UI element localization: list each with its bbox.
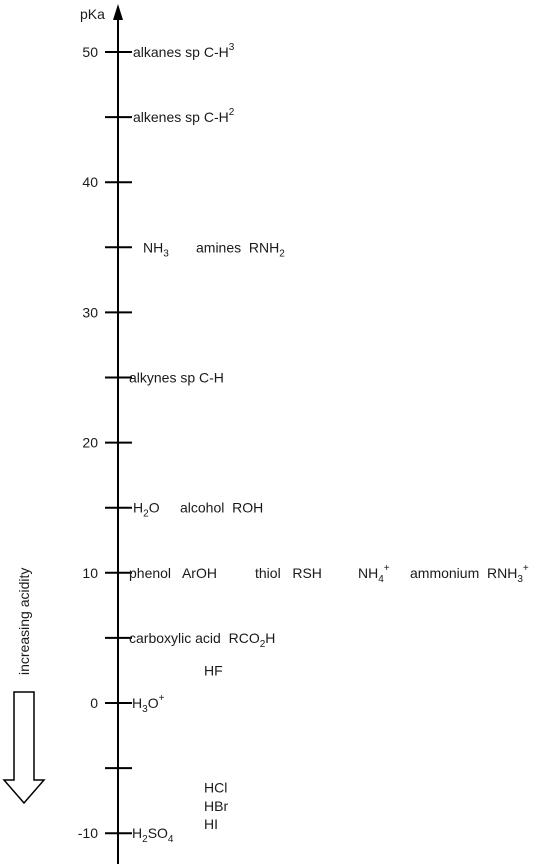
label-nh3: NH3 bbox=[143, 239, 169, 259]
axis-ticks: 50 40 30 20 10 0 -10 bbox=[78, 44, 132, 841]
label-alcohol: alcohol ROH bbox=[180, 500, 263, 516]
tick-label: 0 bbox=[90, 695, 98, 711]
label-ammonium: ammonium RNH3+ bbox=[410, 563, 529, 585]
tick-label: 30 bbox=[82, 304, 98, 320]
label-amines: amines RNH2 bbox=[196, 239, 285, 259]
label-phenol: phenol ArOH bbox=[129, 565, 217, 581]
tick-label: 40 bbox=[82, 174, 98, 190]
pka-axis-title: pKa bbox=[80, 6, 105, 22]
increasing-acidity-caption: increasing acidity bbox=[16, 568, 32, 675]
tick-label: 20 bbox=[82, 435, 98, 451]
label-h2o: H2O bbox=[133, 500, 160, 520]
pka-axis-arrowhead bbox=[113, 4, 123, 20]
label-carboxylic: carboxylic acid RCO2H bbox=[129, 630, 275, 650]
label-nh4: NH4+ bbox=[358, 563, 390, 585]
compound-labels: alkanes sp C-H3 alkenes sp C-H2 NH3 amines … bbox=[129, 42, 529, 845]
label-alkanes: alkanes sp C-H3 bbox=[133, 42, 235, 60]
label-hcl: HCl bbox=[204, 780, 227, 796]
tick-label: 10 bbox=[82, 565, 98, 581]
label-h3o: H3O+ bbox=[132, 693, 165, 715]
label-alkenes: alkenes sp C-H2 bbox=[133, 107, 235, 125]
label-alkynes: alkynes sp C-H bbox=[129, 370, 224, 386]
label-hbr: HBr bbox=[204, 798, 228, 814]
label-thiol: thiol RSH bbox=[255, 565, 322, 581]
increasing-acidity-arrow-icon bbox=[2, 691, 46, 805]
label-h2so4: H2SO4 bbox=[132, 825, 174, 845]
label-hf: HF bbox=[204, 662, 223, 678]
label-hi: HI bbox=[204, 816, 218, 832]
tick-label: 50 bbox=[82, 44, 98, 60]
tick-label: -10 bbox=[78, 825, 98, 841]
